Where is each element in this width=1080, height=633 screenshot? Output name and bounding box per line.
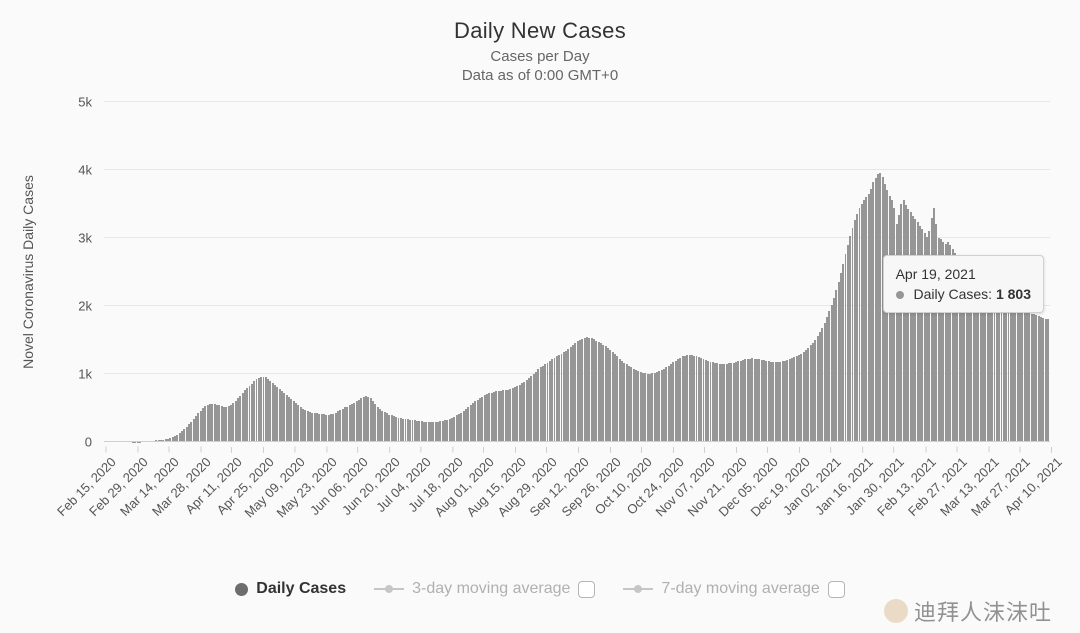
legend-item[interactable]: 3-day moving average <box>374 580 595 598</box>
legend-label: 7-day moving average <box>661 580 819 598</box>
x-axis-line <box>104 441 1050 442</box>
chart-title: Daily New Cases <box>12 18 1068 44</box>
tooltip-dot-icon <box>896 291 904 299</box>
tooltip-date: Apr 19, 2021 <box>896 264 1031 284</box>
plot-area: Novel Coronavirus Daily Cases 01k2k3k4k5… <box>34 102 1050 442</box>
legend-item[interactable]: Daily Cases <box>235 580 346 598</box>
x-axis-ticks: Feb 15, 2020Feb 29, 2020Mar 14, 2020Mar … <box>104 450 1050 578</box>
y-axis-title: Novel Coronavirus Daily Cases <box>20 175 36 369</box>
y-tick-label: 0 <box>85 435 92 450</box>
y-tick-label: 5k <box>78 95 92 110</box>
watermark-badge-icon <box>884 599 908 623</box>
chart-subtitle2: Data as of 0:00 GMT+0 <box>12 67 1068 84</box>
legend-label: 3-day moving average <box>412 580 570 598</box>
watermark: 迪拜人沫沫吐 <box>884 595 1052 627</box>
bar[interactable] <box>1047 319 1049 442</box>
chart-titles: Daily New Cases Cases per Day Data as of… <box>12 18 1068 84</box>
hover-tooltip: Apr 19, 2021 Daily Cases: 1 803 <box>883 255 1044 314</box>
y-tick-label: 3k <box>78 231 92 246</box>
tooltip-value: 1 803 <box>996 286 1031 302</box>
daily-new-cases-chart: Daily New Cases Cases per Day Data as of… <box>0 0 1080 633</box>
legend-line-icon <box>374 588 404 590</box>
y-tick-label: 4k <box>78 163 92 178</box>
y-tick-label: 1k <box>78 367 92 382</box>
legend-checkbox[interactable] <box>828 581 845 598</box>
y-tick-label: 2k <box>78 299 92 314</box>
legend-dot-icon <box>235 583 248 596</box>
legend-item[interactable]: 7-day moving average <box>623 580 844 598</box>
chart-subtitle: Cases per Day <box>12 48 1068 65</box>
legend-label: Daily Cases <box>256 580 346 598</box>
tooltip-row: Daily Cases: 1 803 <box>896 284 1031 304</box>
tooltip-series-label: Daily Cases: <box>913 286 992 302</box>
watermark-text: 迪拜人沫沫吐 <box>914 595 1052 627</box>
y-axis-ticks: 01k2k3k4k5k <box>68 102 98 442</box>
legend-checkbox[interactable] <box>578 581 595 598</box>
legend-line-icon <box>623 588 653 590</box>
